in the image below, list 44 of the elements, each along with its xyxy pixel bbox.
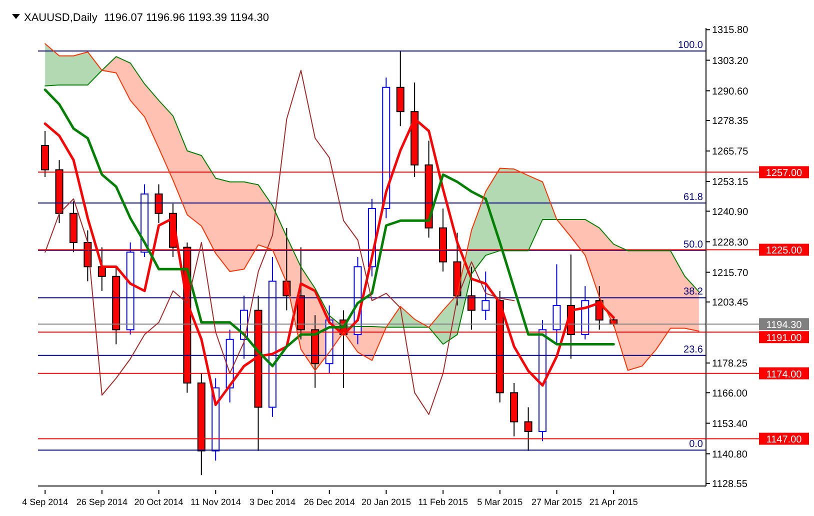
candlestick bbox=[482, 271, 490, 321]
y-tick-label: 1303.20 bbox=[712, 56, 749, 67]
annotation: 23.6 bbox=[684, 344, 704, 356]
ref-line-label: 1174.00 bbox=[766, 369, 802, 380]
y-tick-label: 1140.80 bbox=[712, 449, 748, 460]
candlestick bbox=[467, 266, 476, 330]
annotation: 38.2 bbox=[684, 286, 704, 298]
y-tick-label: 1228.30 bbox=[712, 237, 749, 248]
x-tick-label: 5 Mar 2015 bbox=[477, 497, 523, 507]
y-tick-label: 1178.25 bbox=[712, 358, 748, 370]
y-tick-label: 1240.90 bbox=[712, 206, 749, 218]
ref-line-label: 1147.00 bbox=[766, 434, 802, 446]
x-tick-label: 11 Nov 2014 bbox=[190, 497, 241, 507]
y-tick-label: 1290.60 bbox=[712, 86, 749, 98]
y-tick-label: 1203.45 bbox=[712, 298, 749, 308]
annotation: 100.0 bbox=[678, 40, 704, 52]
y-tick-label: 1215.70 bbox=[712, 268, 749, 279]
candlestick bbox=[154, 184, 163, 224]
y-tick-label: 1166.00 bbox=[712, 388, 748, 400]
chart-title: XAUUSD,Daily bbox=[24, 12, 98, 24]
x-tick-label: 20 Oct 2014 bbox=[134, 497, 184, 507]
x-tick-label: 4 Sep 2014 bbox=[22, 497, 68, 507]
chart-subtitle: 1196.07 1196.96 1193.39 1194.30 bbox=[104, 12, 269, 24]
y-tick-label: 1315.80 bbox=[712, 25, 749, 36]
x-tick-label: 21 Apr 2015 bbox=[589, 497, 638, 507]
x-tick-label: 11 Feb 2015 bbox=[418, 497, 468, 507]
y-tick-label: 1153.40 bbox=[712, 418, 748, 430]
ref-line-label: 1191.00 bbox=[766, 333, 802, 344]
x-tick-label: 27 Mar 2015 bbox=[531, 497, 582, 507]
annotation: 50.0 bbox=[684, 239, 704, 250]
x-tick-label: 26 Sep 2014 bbox=[76, 497, 128, 507]
x-tick-label: 3 Dec 2014 bbox=[249, 497, 296, 507]
annotation: 61.8 bbox=[684, 192, 704, 203]
y-tick-label: 1278.35 bbox=[712, 116, 749, 127]
annotation: 0.0 bbox=[689, 439, 704, 450]
line-series bbox=[44, 70, 515, 416]
ref-line-label: 1194.30 bbox=[766, 320, 802, 332]
x-tick-label: 20 Jan 2015 bbox=[361, 497, 411, 507]
ref-line-label: 1225.00 bbox=[766, 246, 803, 257]
y-tick-label: 1253.15 bbox=[712, 177, 749, 188]
y-tick-label: 1128.55 bbox=[712, 479, 748, 490]
x-tick-label: 26 Dec 2014 bbox=[304, 497, 355, 507]
y-tick-label: 1265.75 bbox=[712, 146, 749, 158]
ref-line-label: 1257.00 bbox=[766, 168, 803, 180]
